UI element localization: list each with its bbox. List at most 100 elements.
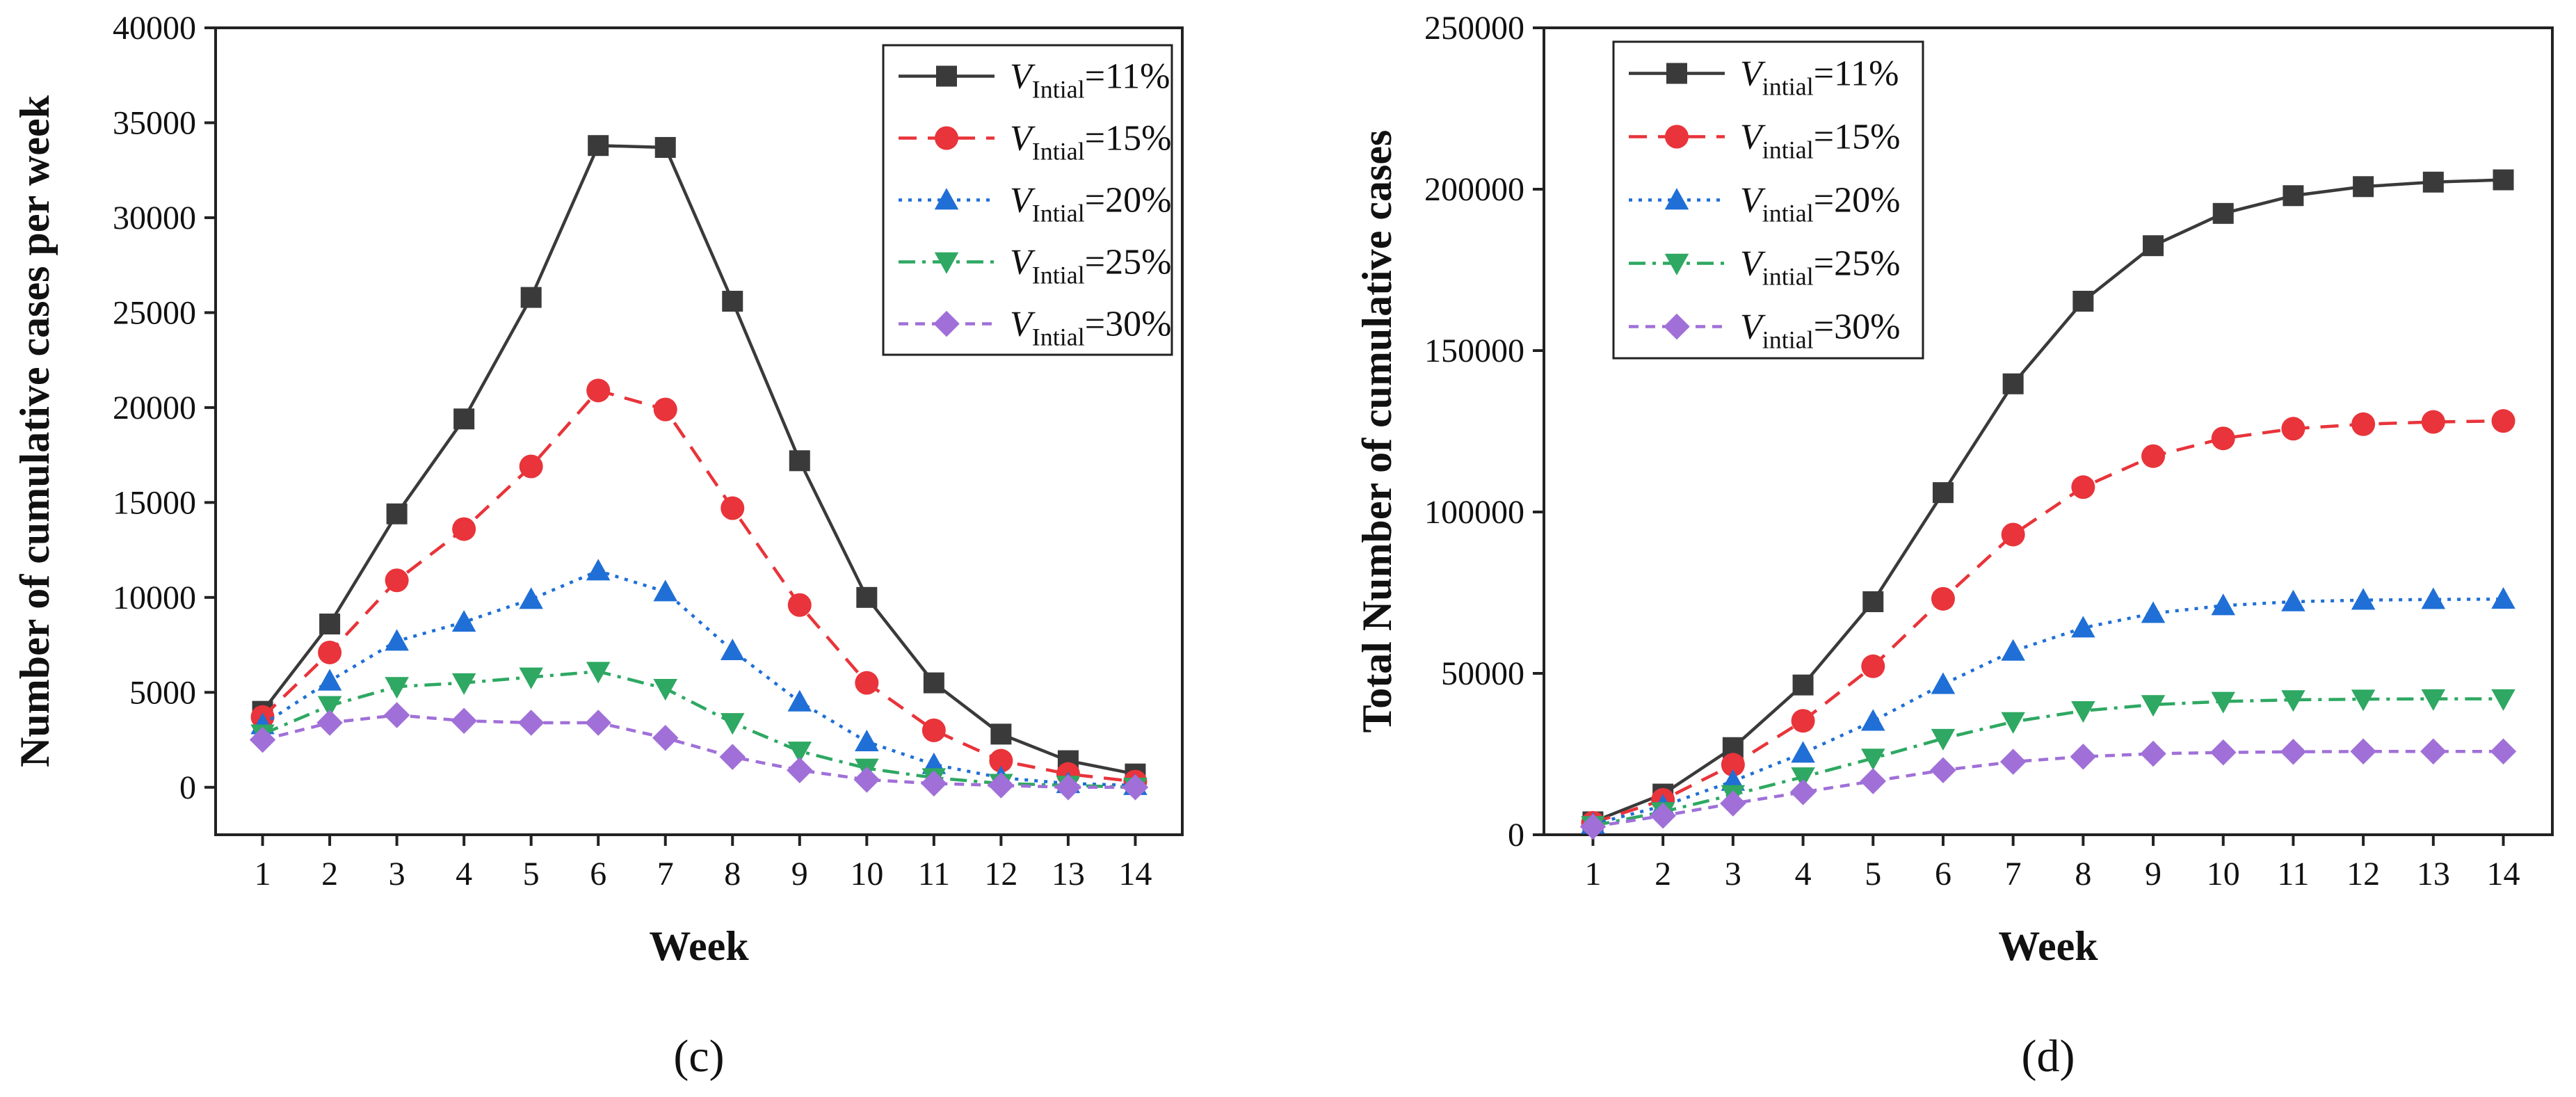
data-point <box>2280 739 2307 765</box>
series-line <box>261 388 1136 783</box>
legend-subscript: Intial <box>1032 262 1085 289</box>
data-point <box>1721 753 1745 777</box>
data-point <box>2422 171 2444 193</box>
data-point <box>2141 444 2166 468</box>
legend-subscript: intial <box>1762 263 1814 291</box>
x-tick-label: 13 <box>2417 856 2450 892</box>
data-point <box>2281 589 2305 611</box>
data-point <box>2072 291 2094 312</box>
data-point <box>2143 235 2164 257</box>
data-point <box>519 587 543 609</box>
y-axis-title: Total Number of cumulative cases <box>1354 130 1400 733</box>
data-point <box>385 629 409 651</box>
data-point <box>2070 743 2097 770</box>
legend-value: =25% <box>1814 244 1901 284</box>
x-tick-label: 5 <box>1865 856 1881 892</box>
y-tick-label: 250000 <box>1424 10 1524 47</box>
legend-entry: VIntial=30% <box>1010 305 1171 351</box>
legend-v: V <box>1740 244 1766 284</box>
x-tick-label: 8 <box>724 856 741 892</box>
legend-v: V <box>1010 305 1036 344</box>
y-tick-label: 40000 <box>113 10 196 47</box>
data-point <box>2211 593 2235 616</box>
data-point <box>2211 691 2235 714</box>
x-tick-label: 9 <box>791 856 808 892</box>
x-tick-label: 11 <box>918 856 950 892</box>
x-tick-label: 2 <box>321 856 338 892</box>
legend: Vintial=11%Vintial=15%Vintial=20%Vintial… <box>1612 40 1924 360</box>
data-point <box>721 496 745 520</box>
data-point <box>1650 802 1676 829</box>
data-point <box>2490 738 2517 765</box>
legend-marker <box>1664 253 1689 275</box>
data-point <box>721 638 745 661</box>
data-point <box>652 725 679 751</box>
data-point <box>1860 768 1887 794</box>
x-tick-label: 14 <box>1118 856 1152 892</box>
legend-marker <box>1664 313 1690 340</box>
data-point <box>855 671 879 695</box>
data-point <box>2283 185 2304 207</box>
data-point <box>249 726 276 753</box>
series-line <box>1593 697 2504 828</box>
series-11% <box>1582 169 2514 833</box>
legend-value: =30% <box>1085 305 1172 344</box>
y-tick-label: 100000 <box>1424 494 1524 531</box>
y-tick-label: 15000 <box>113 484 196 521</box>
data-point <box>722 291 743 312</box>
data-point <box>990 723 1012 745</box>
plot-frame <box>1543 26 2554 836</box>
data-point <box>653 397 677 422</box>
data-point <box>319 614 341 635</box>
data-point <box>1999 748 2027 775</box>
data-point <box>2071 475 2095 499</box>
x-tick-label: 12 <box>984 856 1017 892</box>
legend-box <box>882 44 1173 356</box>
data-point <box>517 710 545 736</box>
legend-marker <box>934 252 959 274</box>
data-point <box>586 378 611 403</box>
data-point <box>989 748 1013 773</box>
data-point <box>853 767 880 793</box>
y-tick-label: 35000 <box>113 104 196 141</box>
legend-subscript: intial <box>1762 73 1814 101</box>
x-axis-title: Week <box>1998 923 2098 969</box>
legend-marker <box>936 65 957 87</box>
data-point <box>386 503 408 525</box>
legend-entry: VIntial=20% <box>1010 181 1171 227</box>
data-point <box>1931 672 1956 694</box>
x-tick-label: 4 <box>456 856 472 892</box>
data-point <box>451 610 476 632</box>
legend-entry: VIntial=15% <box>1010 119 1171 166</box>
data-point <box>855 730 879 752</box>
data-point <box>2141 601 2166 623</box>
series-line <box>1593 750 2504 828</box>
data-point <box>2491 409 2515 433</box>
y-tick-label: 5000 <box>129 674 196 711</box>
data-point <box>2493 169 2514 191</box>
legend-v: V <box>1740 181 1766 221</box>
legend-subscript: Intial <box>1032 200 1085 227</box>
y-tick-label: 150000 <box>1424 333 1524 369</box>
data-point <box>787 689 812 712</box>
data-point <box>1792 674 1814 696</box>
series-line <box>261 143 1136 776</box>
data-point <box>1720 790 1746 817</box>
x-tick-label: 10 <box>2207 856 2240 892</box>
data-point <box>316 710 343 736</box>
data-point <box>2353 176 2374 198</box>
data-point <box>1579 813 1607 840</box>
data-point <box>1862 591 1884 612</box>
data-point <box>1930 757 1956 783</box>
data-point <box>1932 482 1954 504</box>
legend-v: V <box>1010 243 1036 282</box>
y-tick-label: 200000 <box>1424 171 1524 208</box>
data-point <box>1122 774 1149 801</box>
legend-value: =11% <box>1085 57 1170 97</box>
legend-marker <box>1666 63 1687 84</box>
data-point <box>2281 690 2305 712</box>
legend-box <box>1612 40 1924 360</box>
data-point <box>2001 712 2025 734</box>
x-tick-label: 9 <box>2145 856 2162 892</box>
data-point <box>1861 654 1885 678</box>
